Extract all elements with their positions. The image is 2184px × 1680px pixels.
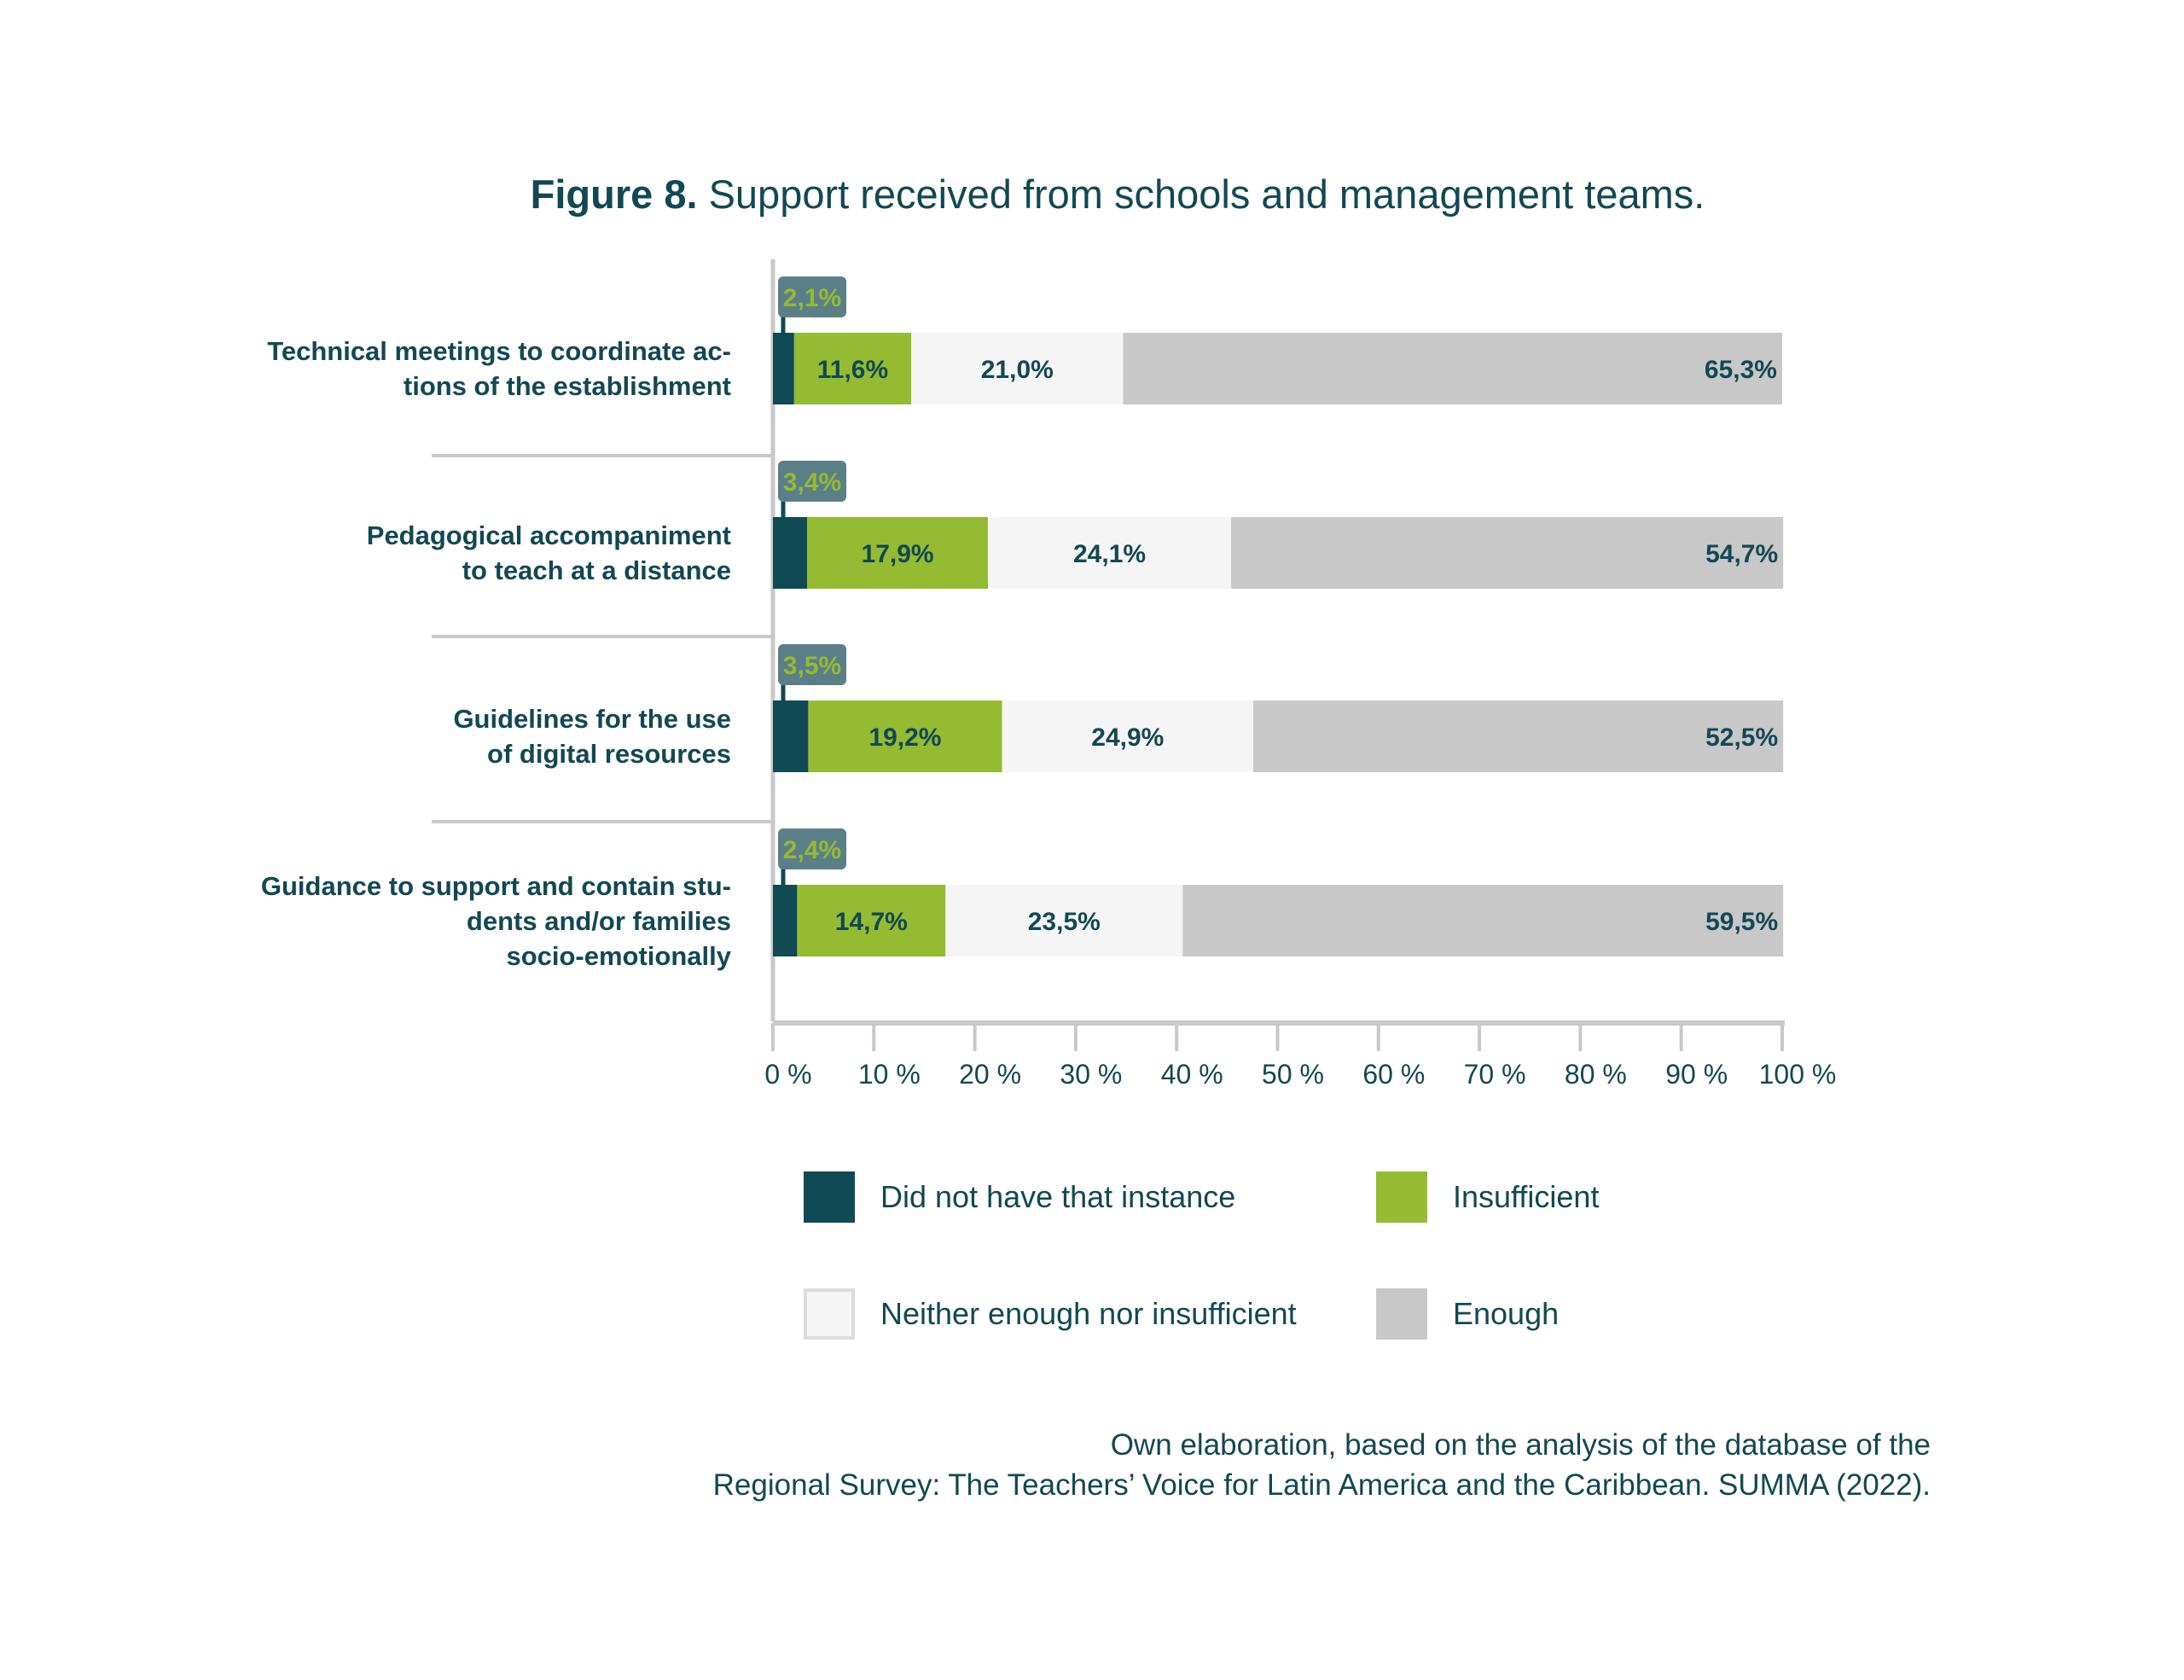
legend-item: Did not have that instance [804,1171,1235,1223]
category-label: Technical meetings to coordinate ac-tion… [267,336,731,401]
legend-swatch [1376,1288,1427,1340]
bar-segment-did-not-have-that-instance [773,885,798,956]
source-line-1: Own elaboration, based on the analysis o… [1110,1428,1931,1462]
data-label: 65,3% [1705,356,1777,384]
legend-swatch [804,1288,855,1340]
legend-label: Neither enough nor insufficient [880,1296,1297,1331]
data-label: 17,9% [862,540,934,568]
x-tick-label: 20 % [959,1059,1021,1090]
data-label: 21,0% [981,356,1054,384]
bar-segment-enough [1182,885,1784,956]
chart-title: Figure 8. Support received from schools … [0,171,2184,218]
x-tick-label: 100 % [1759,1059,1837,1090]
data-label: 14,7% [835,908,908,936]
data-label: 24,1% [1073,540,1146,568]
data-label: 3,4% [783,468,841,497]
figure-number: Figure 8. [530,171,698,217]
figure-caption: Support received from schools and manage… [697,171,1705,217]
bar-segment-insufficient [807,517,988,589]
bar-segment-insufficient [808,700,1002,772]
data-label: 3,5% [783,652,841,680]
data-label: 19,2% [868,724,941,752]
source-note: Own elaboration, based on the analysis o… [713,1425,1931,1505]
x-tick-label: 10 % [858,1059,921,1090]
legend-swatch [1376,1171,1427,1223]
legend-label: Did not have that instance [880,1179,1236,1214]
callout-box [778,828,846,869]
bar-segment-insufficient [793,333,912,404]
callout-box [778,276,846,317]
data-label: 2,4% [783,836,841,864]
data-label: 54,7% [1705,540,1778,568]
x-tick-label: 60 % [1362,1059,1425,1090]
category-label: Guidance to support and contain stu-dent… [260,870,731,971]
legend-label: Insufficient [1453,1179,1600,1214]
x-tick-label: 70 % [1464,1059,1526,1090]
source-line-2: Regional Survey: The Teachers’ Voice for… [712,1468,1931,1502]
category-label: Guidelines for the use of digital resourc… [453,704,731,769]
legend-item: Enough [1376,1288,1559,1340]
x-tick-label: 30 % [1060,1059,1122,1090]
callout-box [778,461,846,502]
legend-item: Neither enough nor insufficient [804,1288,1297,1340]
bar-segment-neither-enough-nor-insufficient [945,885,1183,956]
bar-segment-neither-enough-nor-insufficient [1002,700,1254,772]
legend-label: Enough [1453,1296,1560,1331]
bar-segment-did-not-have-that-instance [773,333,794,404]
data-label: 2,1% [783,284,841,312]
bar-segment-neither-enough-nor-insufficient [987,517,1232,589]
x-tick-label: 40 % [1161,1059,1223,1090]
legend-item: Insufficient [1376,1171,1599,1223]
data-label: 52,5% [1705,724,1778,752]
callout-box [778,644,846,685]
data-label: 24,9% [1091,724,1164,752]
data-label: 59,5% [1705,908,1778,936]
category-label: Pedagogical accompaniment to teach at a d… [366,520,731,585]
x-tick-label: 50 % [1262,1059,1324,1090]
bar-segment-enough [1123,333,1782,404]
data-label: 23,5% [1028,908,1101,936]
bar-segment-insufficient [797,885,946,956]
bar-segment-did-not-have-that-instance [773,700,809,772]
x-tick-label: 90 % [1665,1059,1728,1090]
x-tick-label: 0 % [764,1059,811,1090]
bar-segment-enough [1231,517,1784,589]
bar-segment-enough [1253,700,1784,772]
legend-swatch [804,1171,855,1223]
bar-segment-neither-enough-nor-insufficient [911,333,1124,404]
x-tick-label: 80 % [1565,1059,1627,1090]
data-label: 11,6% [817,356,888,384]
bar-segment-did-not-have-that-instance [773,517,808,589]
